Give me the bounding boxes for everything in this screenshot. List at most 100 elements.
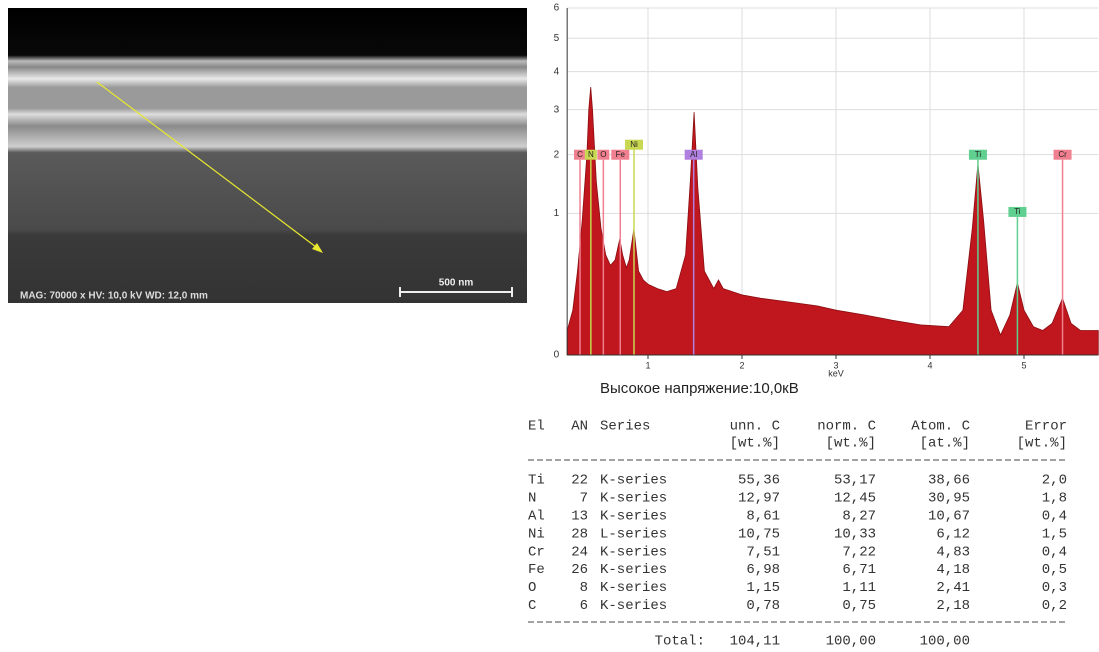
cell: 38,66 xyxy=(928,473,970,489)
x-tick-label: 1 xyxy=(645,360,650,370)
peak-label-box xyxy=(968,149,987,160)
cell: 7 xyxy=(580,491,588,507)
y-tick-label: 5 xyxy=(554,33,560,44)
cell: 10,75 xyxy=(738,526,780,542)
cell: Cr xyxy=(528,544,545,560)
header-cell: [wt.%] xyxy=(1017,436,1067,452)
header-cell: Error xyxy=(1025,419,1067,435)
peak-label: Ni xyxy=(630,140,638,149)
cell: Ti xyxy=(528,473,545,489)
peak-label-box xyxy=(611,149,630,160)
cell: 10,33 xyxy=(834,526,876,542)
cell: 0,5 xyxy=(1042,562,1067,578)
header-cell: unn. C xyxy=(730,419,780,435)
spectrum: 0 1 2 3 4 5 6 1 2 3 4 5 keV C N O Fe Ni Al Ti Ti Cr xyxy=(554,3,1099,378)
cell: 1,5 xyxy=(1042,526,1067,542)
cell: 8,27 xyxy=(842,509,876,525)
cell: N xyxy=(528,491,536,507)
peak-label: Cr xyxy=(1058,150,1067,159)
cell: Al xyxy=(528,509,545,525)
sem-photo xyxy=(8,8,527,303)
cell: 22 xyxy=(571,473,588,489)
total-cell: 100,00 xyxy=(920,634,970,650)
cell: 26 xyxy=(571,562,588,578)
cell: 1,11 xyxy=(842,580,876,596)
cell: K-series xyxy=(600,509,667,525)
cell: 0,3 xyxy=(1042,580,1067,596)
cell: 2,41 xyxy=(936,580,970,596)
header-cell: AN xyxy=(571,419,588,435)
y-tick-label: 6 xyxy=(554,3,560,14)
sem-caption: MAG: 70000 x HV: 10,0 kV WD: 12,0 mm xyxy=(20,291,208,302)
cell: 2,0 xyxy=(1042,473,1067,489)
header-cell: Atom. C xyxy=(911,419,970,435)
cell: 4,18 xyxy=(936,562,970,578)
cell: 2,18 xyxy=(936,598,970,614)
cell: 6,71 xyxy=(842,562,876,578)
peak-label: N xyxy=(588,150,594,159)
peak-label-box xyxy=(574,149,587,160)
cell: 0,4 xyxy=(1042,509,1067,525)
cell: 28 xyxy=(571,526,588,542)
cell: C xyxy=(528,598,536,614)
cell: 6,98 xyxy=(746,562,780,578)
peak-label-box xyxy=(1053,149,1072,160)
cell: 12,45 xyxy=(834,491,876,507)
cell: 1,15 xyxy=(746,580,780,596)
cell: K-series xyxy=(600,598,667,614)
y-tick-label: 2 xyxy=(554,149,560,160)
cell: 4,83 xyxy=(936,544,970,560)
cell: Fe xyxy=(528,562,545,578)
cell: Ni xyxy=(528,526,545,542)
header-cell: norm. C xyxy=(817,419,876,435)
header-cell: [wt.%] xyxy=(730,436,780,452)
scan-line xyxy=(96,81,321,251)
peak-label: Ti xyxy=(975,150,982,159)
cell: L-series xyxy=(600,526,667,542)
cell: 13 xyxy=(571,509,588,525)
cell: K-series xyxy=(600,491,667,507)
cell: K-series xyxy=(600,473,667,489)
cell: 0,2 xyxy=(1042,598,1067,614)
cell: 12,97 xyxy=(738,491,780,507)
sem-image: MAG: 70000 x HV: 10,0 kV WD: 12,0 mm 500… xyxy=(8,8,527,303)
y-tick-label: 1 xyxy=(554,208,560,219)
cell: K-series xyxy=(600,544,667,560)
total-cell: Total: xyxy=(655,634,705,650)
cell: 24 xyxy=(571,544,588,560)
arrow-head xyxy=(312,243,323,253)
x-tick-label: 4 xyxy=(927,360,932,370)
cell: 6 xyxy=(580,598,588,614)
y-tick-label: 3 xyxy=(554,104,560,115)
cell: K-series xyxy=(600,580,667,596)
header-cell: El xyxy=(528,419,545,435)
peak-label: Fe xyxy=(616,150,626,159)
cell: 0,78 xyxy=(746,598,780,614)
x-tick-label: 5 xyxy=(1021,360,1026,370)
cell: 10,67 xyxy=(928,509,970,525)
cell: 30,95 xyxy=(928,491,970,507)
x-tick-label: 3 xyxy=(833,360,838,370)
peak-label: Ti xyxy=(1014,207,1021,216)
y-tick-label: 4 xyxy=(554,66,560,77)
cell: 8 xyxy=(580,580,588,596)
cell: 0,4 xyxy=(1042,544,1067,560)
peak-label-box xyxy=(597,149,610,160)
cell: 8,61 xyxy=(746,509,780,525)
y-tick-label: 0 xyxy=(554,350,560,361)
peak-label-box xyxy=(584,149,597,160)
peak-label: O xyxy=(600,150,606,159)
x-axis-label: keV xyxy=(828,368,844,378)
cell: 7,22 xyxy=(842,544,876,560)
header-cell: Series xyxy=(600,419,650,435)
cell: 6,12 xyxy=(936,526,970,542)
cell: K-series xyxy=(600,562,667,578)
total-cell: 104,11 xyxy=(730,634,780,650)
cell: 55,36 xyxy=(738,473,780,489)
peak-label: C xyxy=(577,150,583,159)
total-cell: 100,00 xyxy=(826,634,876,650)
scale-label: 500 nm xyxy=(439,278,474,289)
header-cell: [wt.%] xyxy=(826,436,876,452)
